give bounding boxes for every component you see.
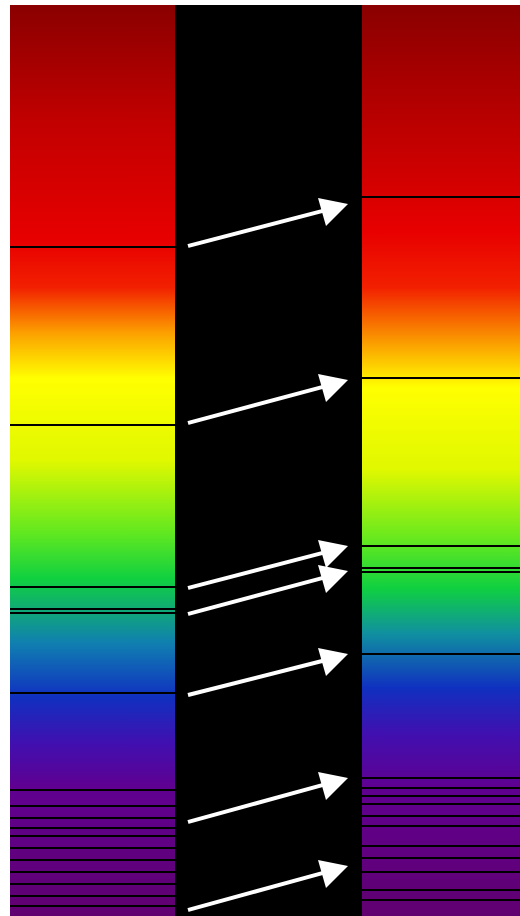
- page: {}: [0, 0, 520, 916]
- shifted-spectrum: [362, 5, 520, 916]
- redshift-diagram: [0, 0, 520, 916]
- rest-spectrum: [10, 5, 176, 916]
